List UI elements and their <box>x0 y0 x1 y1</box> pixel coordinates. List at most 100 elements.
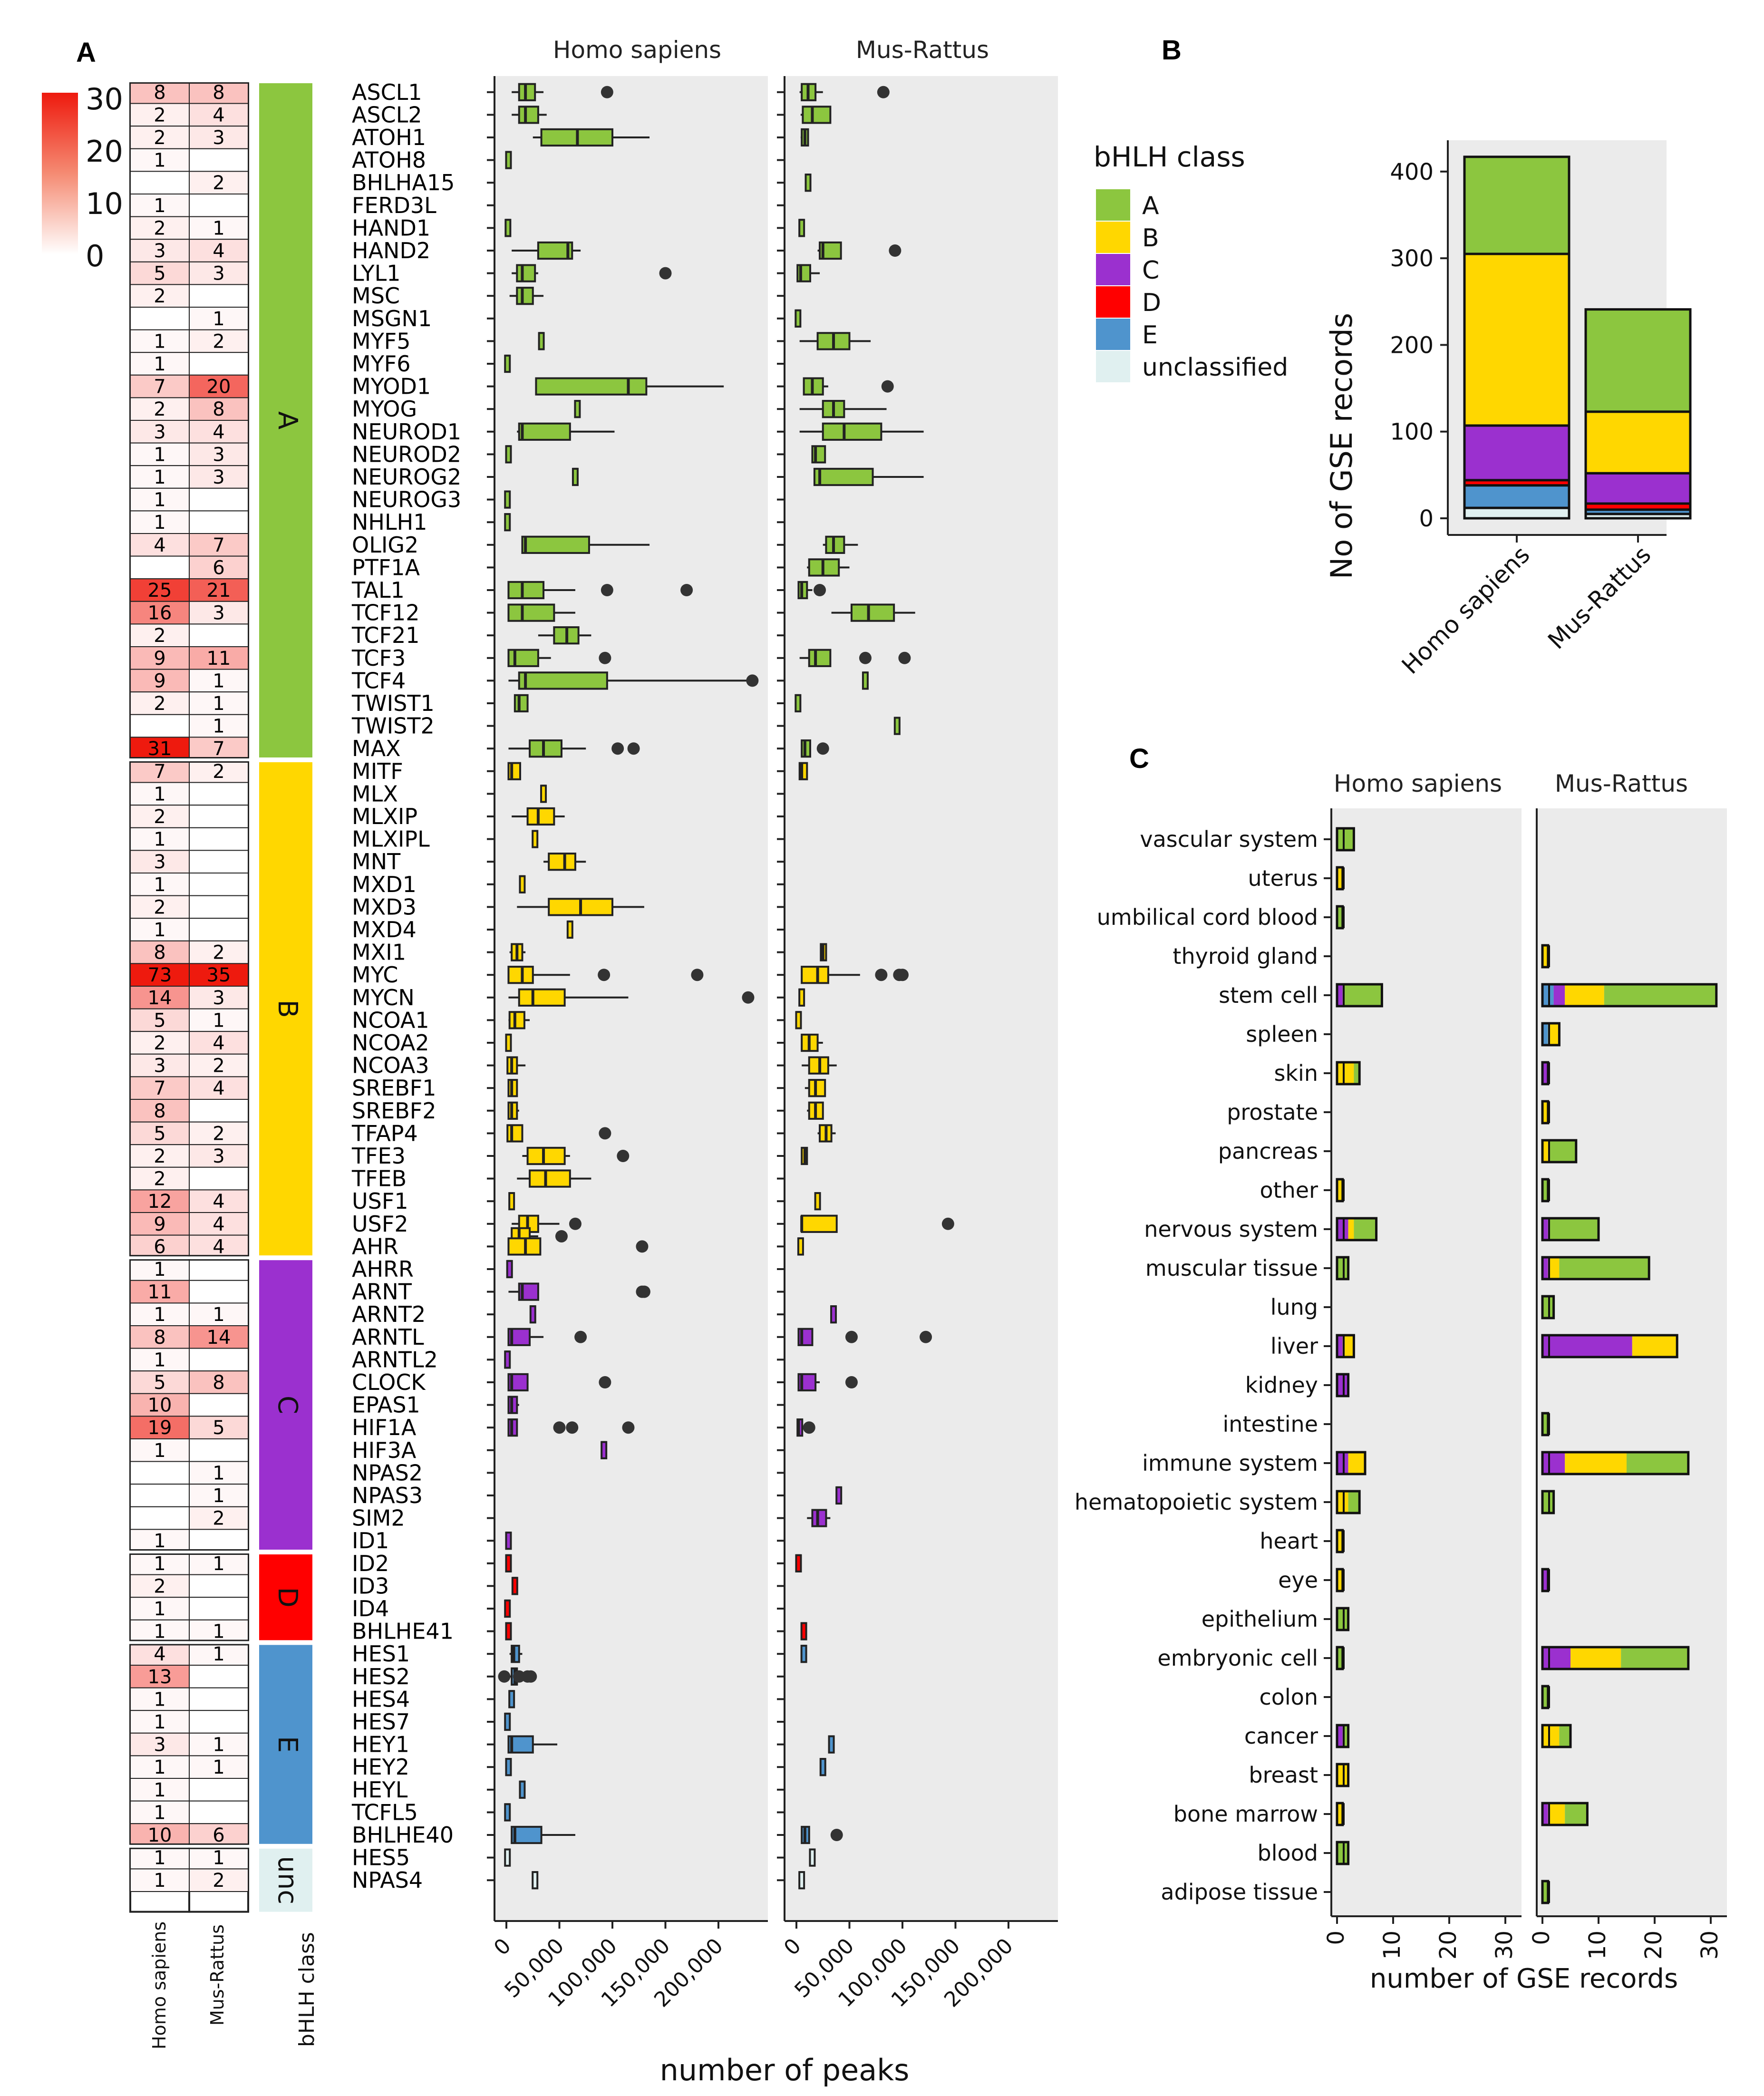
legend-swatch-unclassified <box>1096 351 1130 382</box>
gse-category-label: colon <box>1259 1684 1318 1710</box>
boxplot-box <box>518 106 539 124</box>
gse-bar-segment <box>1632 1335 1677 1357</box>
heatmap-cell <box>130 465 190 489</box>
heatmap-cell <box>189 714 249 738</box>
legend-title: bHLH class <box>1094 141 1245 173</box>
gse-bar-outline <box>1541 1178 1550 1203</box>
boxplot-box <box>808 1079 826 1097</box>
gse-bar-segment <box>1548 1803 1565 1825</box>
heatmap-cell <box>189 1393 249 1417</box>
gene-label: MXD4 <box>352 917 417 942</box>
heatmap-cell <box>130 442 190 466</box>
heatmap-cell <box>130 1800 190 1824</box>
gse-category-label: uterus <box>1248 865 1318 891</box>
heatmap-cell <box>130 1574 190 1598</box>
gene-label: MYC <box>352 962 398 988</box>
heat-scale-bar <box>42 93 78 254</box>
gse-panel-bg <box>1331 808 1522 1916</box>
heatmap-cell-value: 1 <box>154 1802 165 1824</box>
gse-x-tick-label: 0 <box>1528 1931 1555 1945</box>
heatmap-cell-value: 1 <box>154 195 165 217</box>
heatmap-cell-value: 2 <box>213 761 224 783</box>
gene-label: HES5 <box>352 1845 410 1871</box>
heatmap-cell <box>189 805 249 828</box>
heatmap-cell-value: 1 <box>154 1304 165 1326</box>
heatmap-cell <box>130 1665 190 1688</box>
gene-label: NEUROG2 <box>352 464 461 490</box>
boxplot-box <box>566 920 573 939</box>
gene-label: MXD1 <box>352 872 417 897</box>
gene-label: SREBF1 <box>352 1075 436 1101</box>
heatmap-cell <box>189 1438 249 1462</box>
heatmap-cell-value: 31 <box>148 738 172 760</box>
gene-label: BHLHE41 <box>352 1619 454 1644</box>
class-block-label: A <box>272 411 303 429</box>
gse-bar-outline <box>1541 1412 1550 1436</box>
heatmap-cell-value: 35 <box>207 964 231 986</box>
gse-category-label: breast <box>1249 1762 1318 1788</box>
heatmap-cell <box>189 1778 249 1802</box>
gse-bar-segment <box>1542 1491 1554 1513</box>
boxplot-box <box>601 1441 608 1459</box>
gse-x-tick-label: 20 <box>1640 1931 1667 1960</box>
boxplot-outlier <box>845 1330 858 1343</box>
boxplot-box <box>795 694 802 713</box>
gene-label: MSGN1 <box>352 306 432 331</box>
heatmap-cell-value: 5 <box>154 1009 165 1031</box>
gene-label: MITF <box>352 758 403 784</box>
gse-category-label: muscular tissue <box>1145 1255 1318 1281</box>
gse-bar-segment <box>1542 945 1548 967</box>
gene-label: HES4 <box>352 1686 410 1712</box>
class-block-E <box>259 1645 312 1844</box>
boxplot-box <box>518 671 608 690</box>
heatmap-cell-value: 1 <box>154 1598 165 1620</box>
gse-category-label: embryonic cell <box>1157 1645 1318 1671</box>
gene-label: HES7 <box>352 1709 410 1735</box>
gse-x-tick-label: 20 <box>1435 1931 1462 1960</box>
boxplot-outlier <box>659 267 672 280</box>
facet-strip-homo-gse: Homo sapiens <box>1334 770 1502 797</box>
gse-bar-outline <box>1336 1529 1344 1553</box>
gse-bar-outline <box>1541 983 1718 1008</box>
heatmap-cell-value: 19 <box>148 1417 172 1439</box>
boxplot-box <box>507 762 521 780</box>
heatmap-cell <box>130 261 190 285</box>
gene-label: ID2 <box>352 1551 389 1576</box>
gse-bar-outline <box>1541 1568 1550 1592</box>
gse-bar-segment <box>1542 1218 1548 1240</box>
heatmap-cell <box>189 329 249 353</box>
gene-label: HEYL <box>352 1777 408 1803</box>
heatmap-cell <box>189 1144 249 1168</box>
gse-bar-segment <box>1565 1803 1588 1825</box>
gse-bar-segment <box>1337 1452 1348 1474</box>
heatmap-cell <box>189 762 249 783</box>
heatmap-cell-value: 3 <box>154 851 165 873</box>
gse-bar-segment <box>1542 1413 1548 1435</box>
gene-label: SREBF2 <box>352 1098 436 1124</box>
heatmap-cell-value: 3 <box>213 1145 224 1167</box>
gse-bar-segment <box>1337 906 1343 928</box>
gene-label: BHLHE40 <box>352 1822 454 1848</box>
heatmap-cell-value: 1 <box>154 512 165 534</box>
heatmap-cell-value: 1 <box>154 444 165 466</box>
legend-label-a: A <box>1142 192 1159 220</box>
boxplot-box <box>505 151 512 169</box>
heatmap-cell <box>130 352 190 376</box>
heatmap-cell <box>189 83 249 104</box>
gene-label: NCOA1 <box>352 1007 429 1033</box>
heatmap-cell-value: 8 <box>154 1100 165 1122</box>
gse-bar-segment <box>1337 1647 1343 1669</box>
stacked-bar-y-tick-label: 300 <box>1390 245 1434 272</box>
boxplot-outlier <box>845 1376 858 1388</box>
heatmap-cell <box>130 737 190 758</box>
gse-bar-outline <box>1336 1802 1344 1826</box>
boxplot-box <box>514 694 529 713</box>
boxplot-outlier <box>513 1670 525 1683</box>
heatmap-cell-value: 8 <box>213 1372 224 1394</box>
heatmap-cell-value: 1 <box>213 716 224 737</box>
heatmap-cell <box>189 873 249 896</box>
boxplot-box <box>809 1848 816 1867</box>
gse-bar-outline <box>1541 1334 1678 1359</box>
gene-label: ID1 <box>352 1528 389 1553</box>
gse-bar-segment <box>1565 1452 1627 1474</box>
